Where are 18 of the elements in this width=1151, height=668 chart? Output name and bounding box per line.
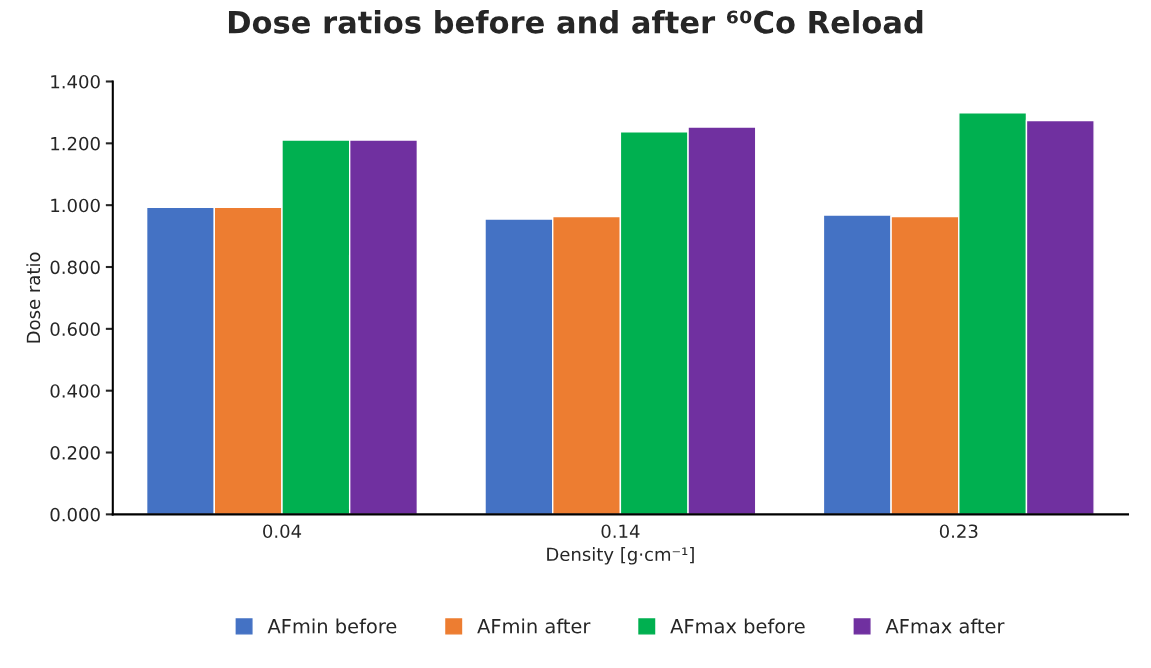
chart-title: Dose ratios before and after ⁶⁰Co Reload xyxy=(228,10,923,34)
y-tick-label: 0.800 xyxy=(50,260,100,275)
y-axis-title: Dose ratio xyxy=(26,252,41,343)
legend-label: AFmax after xyxy=(885,618,1005,634)
y-tick-label: 1.000 xyxy=(51,198,100,213)
x-axis-title: Density [g·cm⁻¹] xyxy=(547,547,694,565)
y-tick-label: 1.200 xyxy=(51,136,100,151)
y-tick-label: 1.400 xyxy=(51,74,100,89)
y-tick-label: 0.200 xyxy=(50,445,100,460)
y-tick-label: 0.400 xyxy=(50,384,100,398)
legend-label: AFmin after xyxy=(477,618,591,634)
legend-label: AFmin before xyxy=(267,618,397,634)
y-tick-label: 0.000 xyxy=(50,507,100,522)
x-tick-label: 0.14 xyxy=(601,524,640,539)
x-tick-label: 0.04 xyxy=(263,524,302,539)
y-tick-label: 0.600 xyxy=(50,322,100,336)
x-tick-label: 0.23 xyxy=(939,524,978,539)
legend-label: AFmax before xyxy=(670,618,805,634)
